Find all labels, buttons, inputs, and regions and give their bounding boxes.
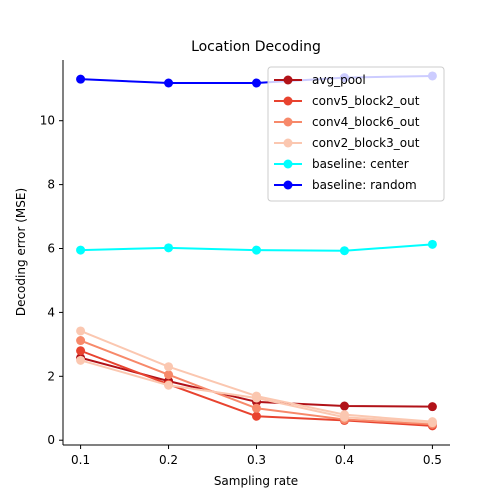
data-point	[427, 418, 437, 428]
x-tick-label: 0.5	[423, 453, 442, 467]
legend-swatch-marker	[283, 159, 293, 169]
y-axis-label: Decoding error (MSE)	[14, 188, 28, 316]
y-tick-label: 0	[47, 433, 55, 447]
data-point	[252, 411, 261, 421]
y-tick-label: 10	[40, 114, 55, 128]
data-point	[339, 401, 349, 411]
data-point	[164, 380, 174, 390]
data-point	[339, 246, 349, 256]
data-point	[164, 362, 174, 372]
data-point	[252, 78, 261, 88]
data-point	[252, 403, 261, 413]
y-tick-label: 6	[47, 242, 55, 256]
legend-label: conv4_block6_out	[312, 115, 420, 129]
legend-label: baseline: center	[312, 157, 409, 171]
data-point	[427, 402, 437, 412]
x-axis-label: Sampling rate	[214, 474, 298, 488]
legend: avg_pool conv5_block2_out conv4_block6_out…	[267, 66, 445, 202]
legend-swatch-marker	[283, 96, 293, 106]
legend-swatch-marker	[283, 180, 293, 190]
data-point	[76, 326, 86, 336]
y-tick-label: 4	[47, 305, 55, 319]
data-point	[76, 245, 86, 255]
legend-label: conv5_block2_out	[312, 94, 420, 108]
legend-swatch-marker	[283, 75, 293, 85]
legend-label: conv2_block3_out	[312, 136, 420, 150]
y-tick-label: 2	[47, 369, 55, 383]
data-point	[76, 355, 86, 365]
chart-title: Location Decoding	[191, 39, 321, 55]
x-tick-label: 0.3	[247, 453, 266, 467]
data-point	[339, 412, 349, 422]
data-point	[164, 243, 174, 253]
legend-box	[267, 66, 445, 202]
data-point	[427, 239, 437, 249]
data-point	[76, 336, 86, 346]
y-ticks: 0 2 4 6 8 10	[40, 114, 63, 447]
legend-swatch-marker	[283, 117, 293, 127]
x-ticks: 0.1 0.2 0.3 0.4 0.5	[71, 445, 442, 467]
legend-label: baseline: random	[312, 178, 417, 192]
data-point	[76, 346, 86, 356]
y-tick-label: 8	[47, 178, 55, 192]
legend-swatch-marker	[283, 138, 293, 148]
data-point	[76, 74, 86, 84]
x-tick-label: 0.2	[159, 453, 178, 467]
data-point	[164, 370, 174, 380]
legend-label: avg_pool	[312, 73, 366, 87]
data-point	[252, 393, 261, 403]
plot-area	[76, 71, 437, 431]
data-point	[252, 245, 261, 255]
data-point	[164, 78, 174, 88]
x-tick-label: 0.1	[71, 453, 90, 467]
x-tick-label: 0.4	[335, 453, 354, 467]
